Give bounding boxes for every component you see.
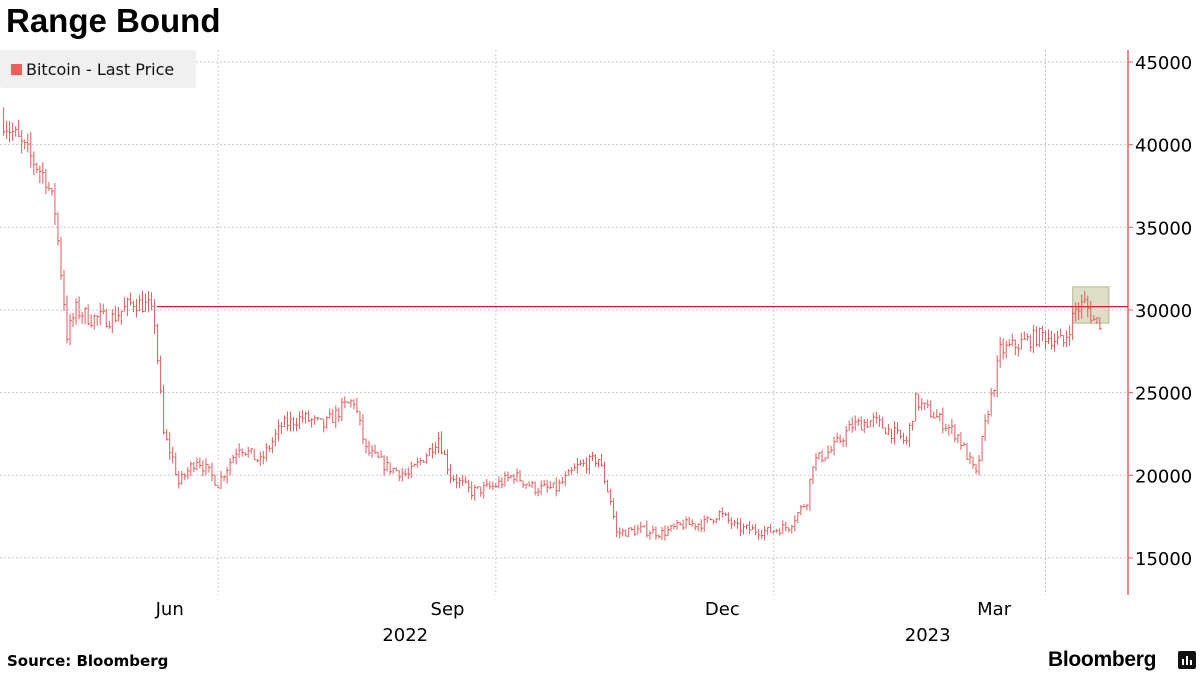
legend-label: Bitcoin - Last Price xyxy=(26,59,175,79)
y-tick-label: 25000 xyxy=(1135,384,1192,405)
x-year-label: 2023 xyxy=(905,625,951,645)
y-tick-label: 20000 xyxy=(1135,466,1192,487)
brand-logo: Bloomberg xyxy=(1048,648,1157,671)
x-tick-label: Sep xyxy=(431,599,465,620)
legend-swatch xyxy=(11,63,22,75)
bloomberg-chart-icon xyxy=(1178,651,1196,669)
x-tick-label: Mar xyxy=(977,599,1012,620)
y-tick-label: 35000 xyxy=(1135,218,1192,239)
y-tick-label: 45000 xyxy=(1135,53,1192,74)
x-tick-label: Jun xyxy=(155,599,184,620)
price-chart: 15000 20000 25000 30000 35000 40000 45000 Jun Se… xyxy=(0,50,1192,645)
legend: Bitcoin - Last Price xyxy=(0,50,196,88)
x-tick-label: Dec xyxy=(705,599,740,620)
x-year-label: 2022 xyxy=(382,625,428,645)
chart-title: Range Bound xyxy=(6,2,221,39)
y-tick-label: 15000 xyxy=(1135,549,1192,570)
y-tick-label: 30000 xyxy=(1135,301,1192,322)
source-note: Source: Bloomberg xyxy=(7,652,169,670)
y-tick-label: 40000 xyxy=(1135,136,1192,157)
